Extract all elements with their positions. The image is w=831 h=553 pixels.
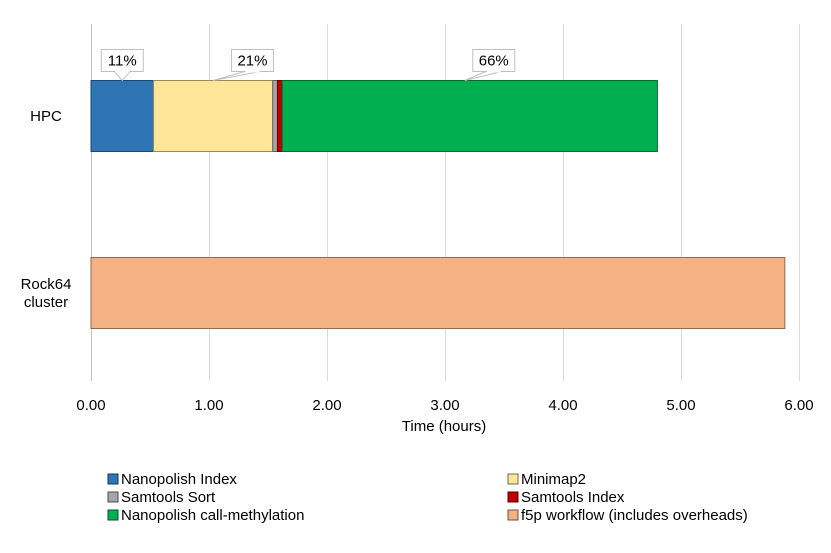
x-axis-title: Time (hours) bbox=[402, 418, 486, 435]
bar-hpc-nanopolish-index bbox=[90, 80, 155, 152]
category-label-hpc: HPC bbox=[30, 108, 62, 125]
legend-swatch bbox=[507, 473, 519, 485]
x-tick-label: 3.00 bbox=[430, 397, 459, 414]
x-tick-label: 1.00 bbox=[194, 397, 223, 414]
legend-item-minimap2: Minimap2 bbox=[507, 471, 586, 488]
x-tick-label: 4.00 bbox=[548, 397, 577, 414]
callout-21: 21% bbox=[212, 49, 274, 81]
legend-label: Minimap2 bbox=[521, 471, 586, 488]
callout-11: 11% bbox=[100, 49, 144, 82]
bars bbox=[90, 80, 786, 329]
legend-item-samtools-sort: Samtools Sort bbox=[107, 489, 216, 506]
bar-hpc-samtools-index bbox=[276, 80, 283, 152]
legend: Nanopolish Index Minimap2 Samtools Sort Sam… bbox=[107, 471, 748, 524]
bar-hpc-nanopolish-call-methylation bbox=[281, 80, 658, 152]
bar-hpc-minimap2 bbox=[153, 80, 274, 152]
callout-pointer bbox=[113, 71, 132, 82]
category-label-rock64: Rock64 cluster bbox=[21, 276, 72, 311]
legend-label: Nanopolish Index bbox=[121, 471, 237, 488]
legend-swatch bbox=[107, 509, 119, 521]
data-label-callouts: 11% 21% 66% bbox=[100, 49, 516, 82]
callout-label: 66% bbox=[479, 53, 509, 70]
callout-label: 11% bbox=[108, 53, 137, 70]
legend-swatch bbox=[507, 509, 519, 521]
legend-swatch bbox=[107, 491, 119, 503]
x-tick-label: 6.00 bbox=[784, 397, 813, 414]
x-tick-label: 2.00 bbox=[312, 397, 341, 414]
legend-item-f5p-workflow-includes-overheads: f5p workflow (includes overheads) bbox=[507, 507, 748, 524]
legend-label: f5p workflow (includes overheads) bbox=[521, 507, 748, 524]
bar-hpc-samtools-sort bbox=[272, 80, 278, 152]
callout-pointer bbox=[212, 71, 261, 81]
legend-item-nanopolish-index: Nanopolish Index bbox=[107, 471, 237, 488]
x-tick-labels: 0.00 1.00 2.00 3.00 4.00 5.00 6.00 bbox=[76, 397, 813, 414]
legend-swatch bbox=[507, 491, 519, 503]
legend-swatch bbox=[107, 473, 119, 485]
callout-66: 66% bbox=[464, 49, 516, 81]
legend-label: Samtools Index bbox=[521, 489, 625, 506]
callout-label: 21% bbox=[237, 53, 267, 70]
x-tick-label: 0.00 bbox=[76, 397, 105, 414]
callout-pointer bbox=[464, 71, 502, 81]
bar-rock64-f5p-workflow-includes-overheads bbox=[90, 257, 786, 329]
legend-item-samtools-index: Samtools Index bbox=[507, 489, 625, 506]
legend-item-nanopolish-call-methylation: Nanopolish call-methylation bbox=[107, 507, 304, 524]
category-labels: HPC Rock64 cluster bbox=[21, 108, 72, 311]
x-tick-label: 5.00 bbox=[666, 397, 695, 414]
legend-label: Nanopolish call-methylation bbox=[121, 507, 304, 524]
legend-label: Samtools Sort bbox=[121, 489, 216, 506]
